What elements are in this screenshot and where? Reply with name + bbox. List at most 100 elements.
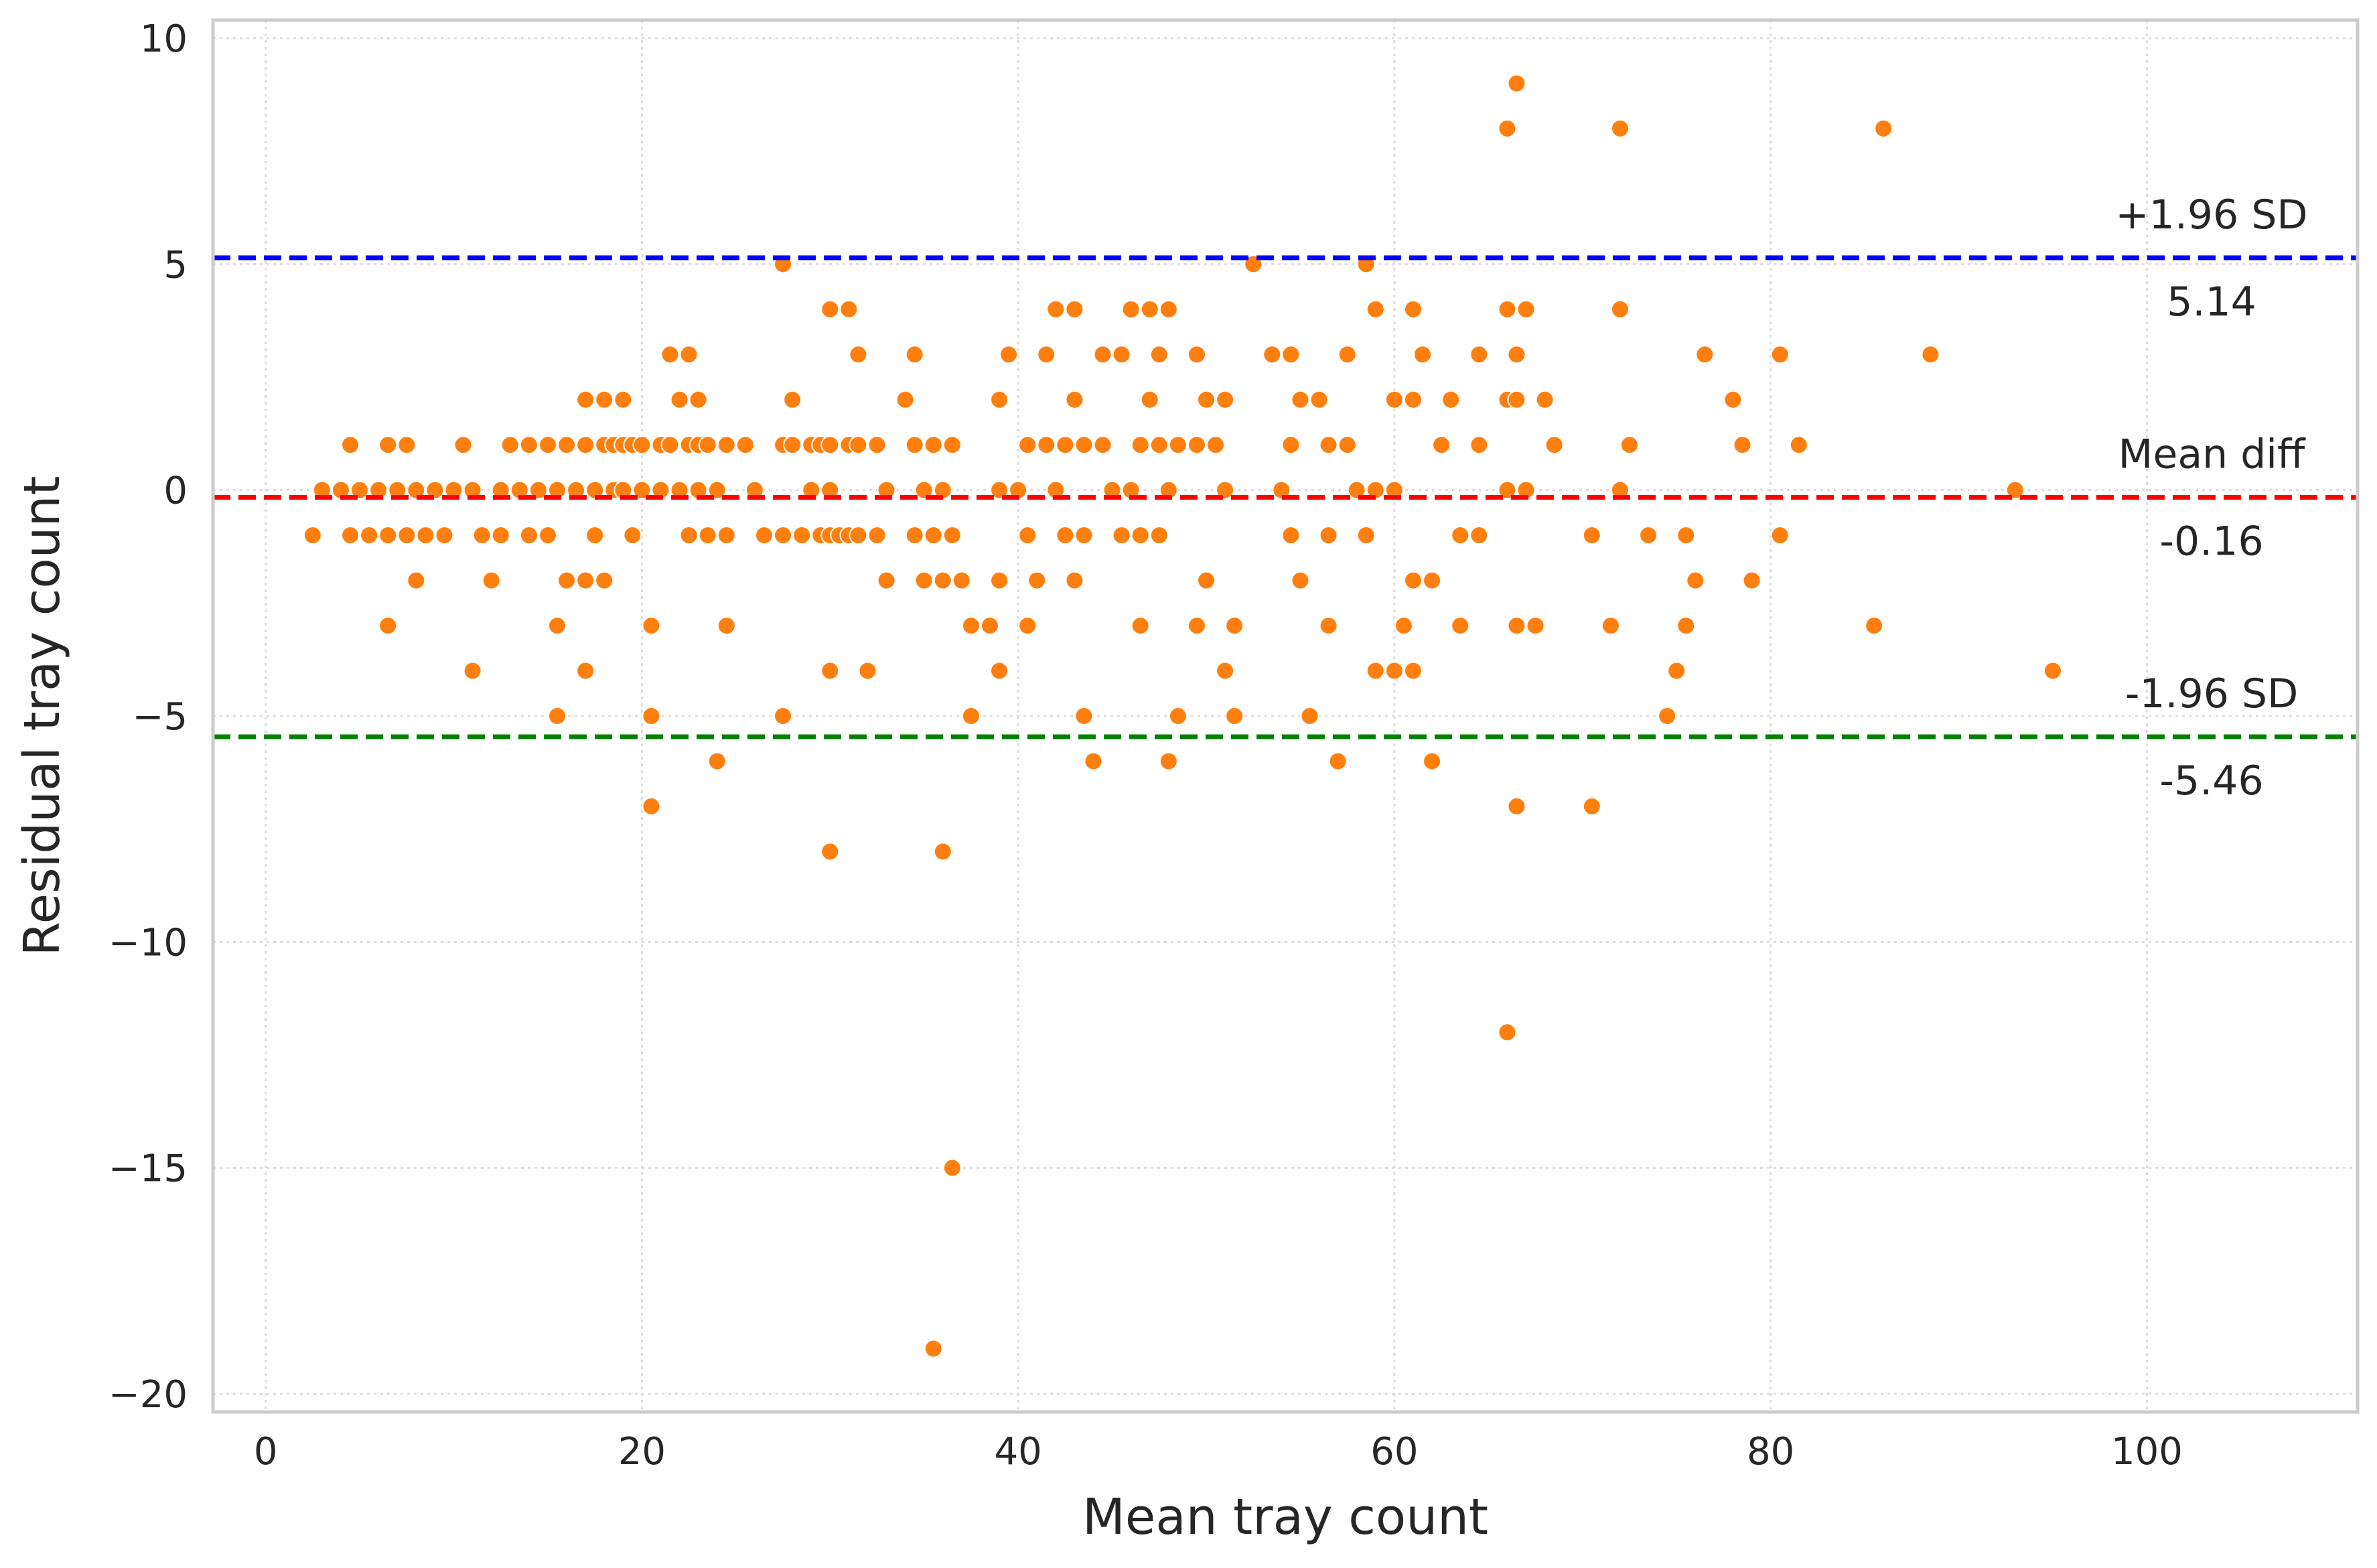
data-point (1610, 299, 1630, 319)
data-point (538, 435, 557, 455)
data-point (914, 480, 934, 500)
data-point (576, 390, 595, 409)
data-point (341, 435, 360, 455)
data-point (867, 526, 887, 545)
data-point (820, 842, 840, 861)
data-point (1300, 707, 1319, 725)
data-point (1112, 526, 1131, 545)
data-point (1770, 526, 1790, 545)
data-point (595, 571, 614, 590)
data-point (1733, 435, 1752, 455)
data-point (1074, 435, 1094, 455)
data-point (1686, 571, 1705, 590)
data-point (942, 526, 962, 545)
data-point (491, 526, 510, 545)
data-point (1197, 390, 1216, 409)
data-point (924, 435, 943, 455)
data-point (1403, 299, 1423, 319)
data-point (990, 571, 1009, 590)
data-point (679, 345, 699, 364)
data-point (463, 661, 482, 681)
data-point (1507, 390, 1526, 409)
data-point (774, 526, 793, 545)
data-point (642, 707, 661, 725)
x-tick-label: 60 (1370, 1430, 1418, 1474)
data-point (1582, 526, 1601, 545)
reference-value: -0.16 (2159, 518, 2263, 565)
data-point (1723, 390, 1743, 409)
data-point (341, 526, 360, 545)
data-point (1676, 526, 1696, 545)
data-point (416, 526, 435, 545)
data-point (1610, 119, 1630, 138)
data-point (717, 526, 736, 545)
data-point (924, 526, 943, 545)
data-point (1168, 435, 1187, 455)
data-point (933, 571, 952, 590)
data-point (1403, 571, 1423, 590)
data-point (1149, 345, 1169, 364)
data-point (905, 345, 924, 364)
data-point (1187, 435, 1206, 455)
data-point (1065, 571, 1084, 590)
data-point (792, 526, 812, 545)
data-point (1498, 480, 1517, 500)
data-point (642, 616, 661, 636)
data-point (1469, 435, 1489, 455)
y-tick-label: −5 (132, 695, 188, 739)
data-point (1149, 526, 1169, 545)
y-tick-label: −15 (109, 1147, 188, 1191)
data-point (1225, 616, 1244, 636)
y-tick-label: 5 (163, 243, 188, 287)
data-point (707, 752, 727, 771)
data-point (350, 480, 370, 500)
y-tick-label: 10 (140, 17, 188, 61)
data-point (1601, 616, 1620, 636)
data-point (1582, 796, 1601, 816)
data-point (425, 480, 445, 500)
data-point (933, 842, 952, 861)
data-point (1413, 345, 1433, 364)
data-point (1507, 796, 1526, 816)
x-tick-label: 0 (254, 1430, 278, 1474)
data-point (1366, 661, 1385, 681)
data-point (407, 571, 426, 590)
reference-annotations: +1.96 SD 5.14 Mean diff -0.16 -1.96 SD -5.46 (2115, 192, 2307, 804)
scatter-points (303, 74, 2062, 1358)
x-tick-label: 20 (618, 1430, 666, 1474)
data-point (397, 526, 417, 545)
data-point (914, 571, 934, 590)
data-point (1281, 345, 1301, 364)
data-point (1535, 390, 1555, 409)
data-point (1168, 707, 1187, 725)
data-point (1216, 661, 1235, 681)
data-point (1131, 526, 1150, 545)
data-point (378, 616, 398, 636)
data-point (820, 435, 840, 455)
data-point (595, 390, 614, 409)
data-point (1281, 435, 1301, 455)
data-point (1469, 345, 1489, 364)
data-point (717, 435, 736, 455)
data-point (482, 571, 501, 590)
data-point (1423, 571, 1442, 590)
data-point (849, 526, 868, 545)
data-point (1432, 435, 1451, 455)
data-point (623, 526, 642, 545)
data-point (1507, 345, 1526, 364)
data-point (1065, 299, 1084, 319)
data-point (783, 390, 802, 409)
reference-value: 5.14 (2167, 279, 2256, 326)
data-point (1216, 480, 1235, 500)
data-point (820, 661, 840, 681)
data-point (1384, 661, 1404, 681)
data-point (557, 435, 577, 455)
data-point (500, 435, 520, 455)
data-point (1018, 435, 1037, 455)
data-point (858, 661, 877, 681)
x-tick-label: 100 (2111, 1430, 2183, 1474)
data-point (1309, 390, 1329, 409)
data-point (981, 616, 1000, 636)
data-point (1131, 435, 1150, 455)
